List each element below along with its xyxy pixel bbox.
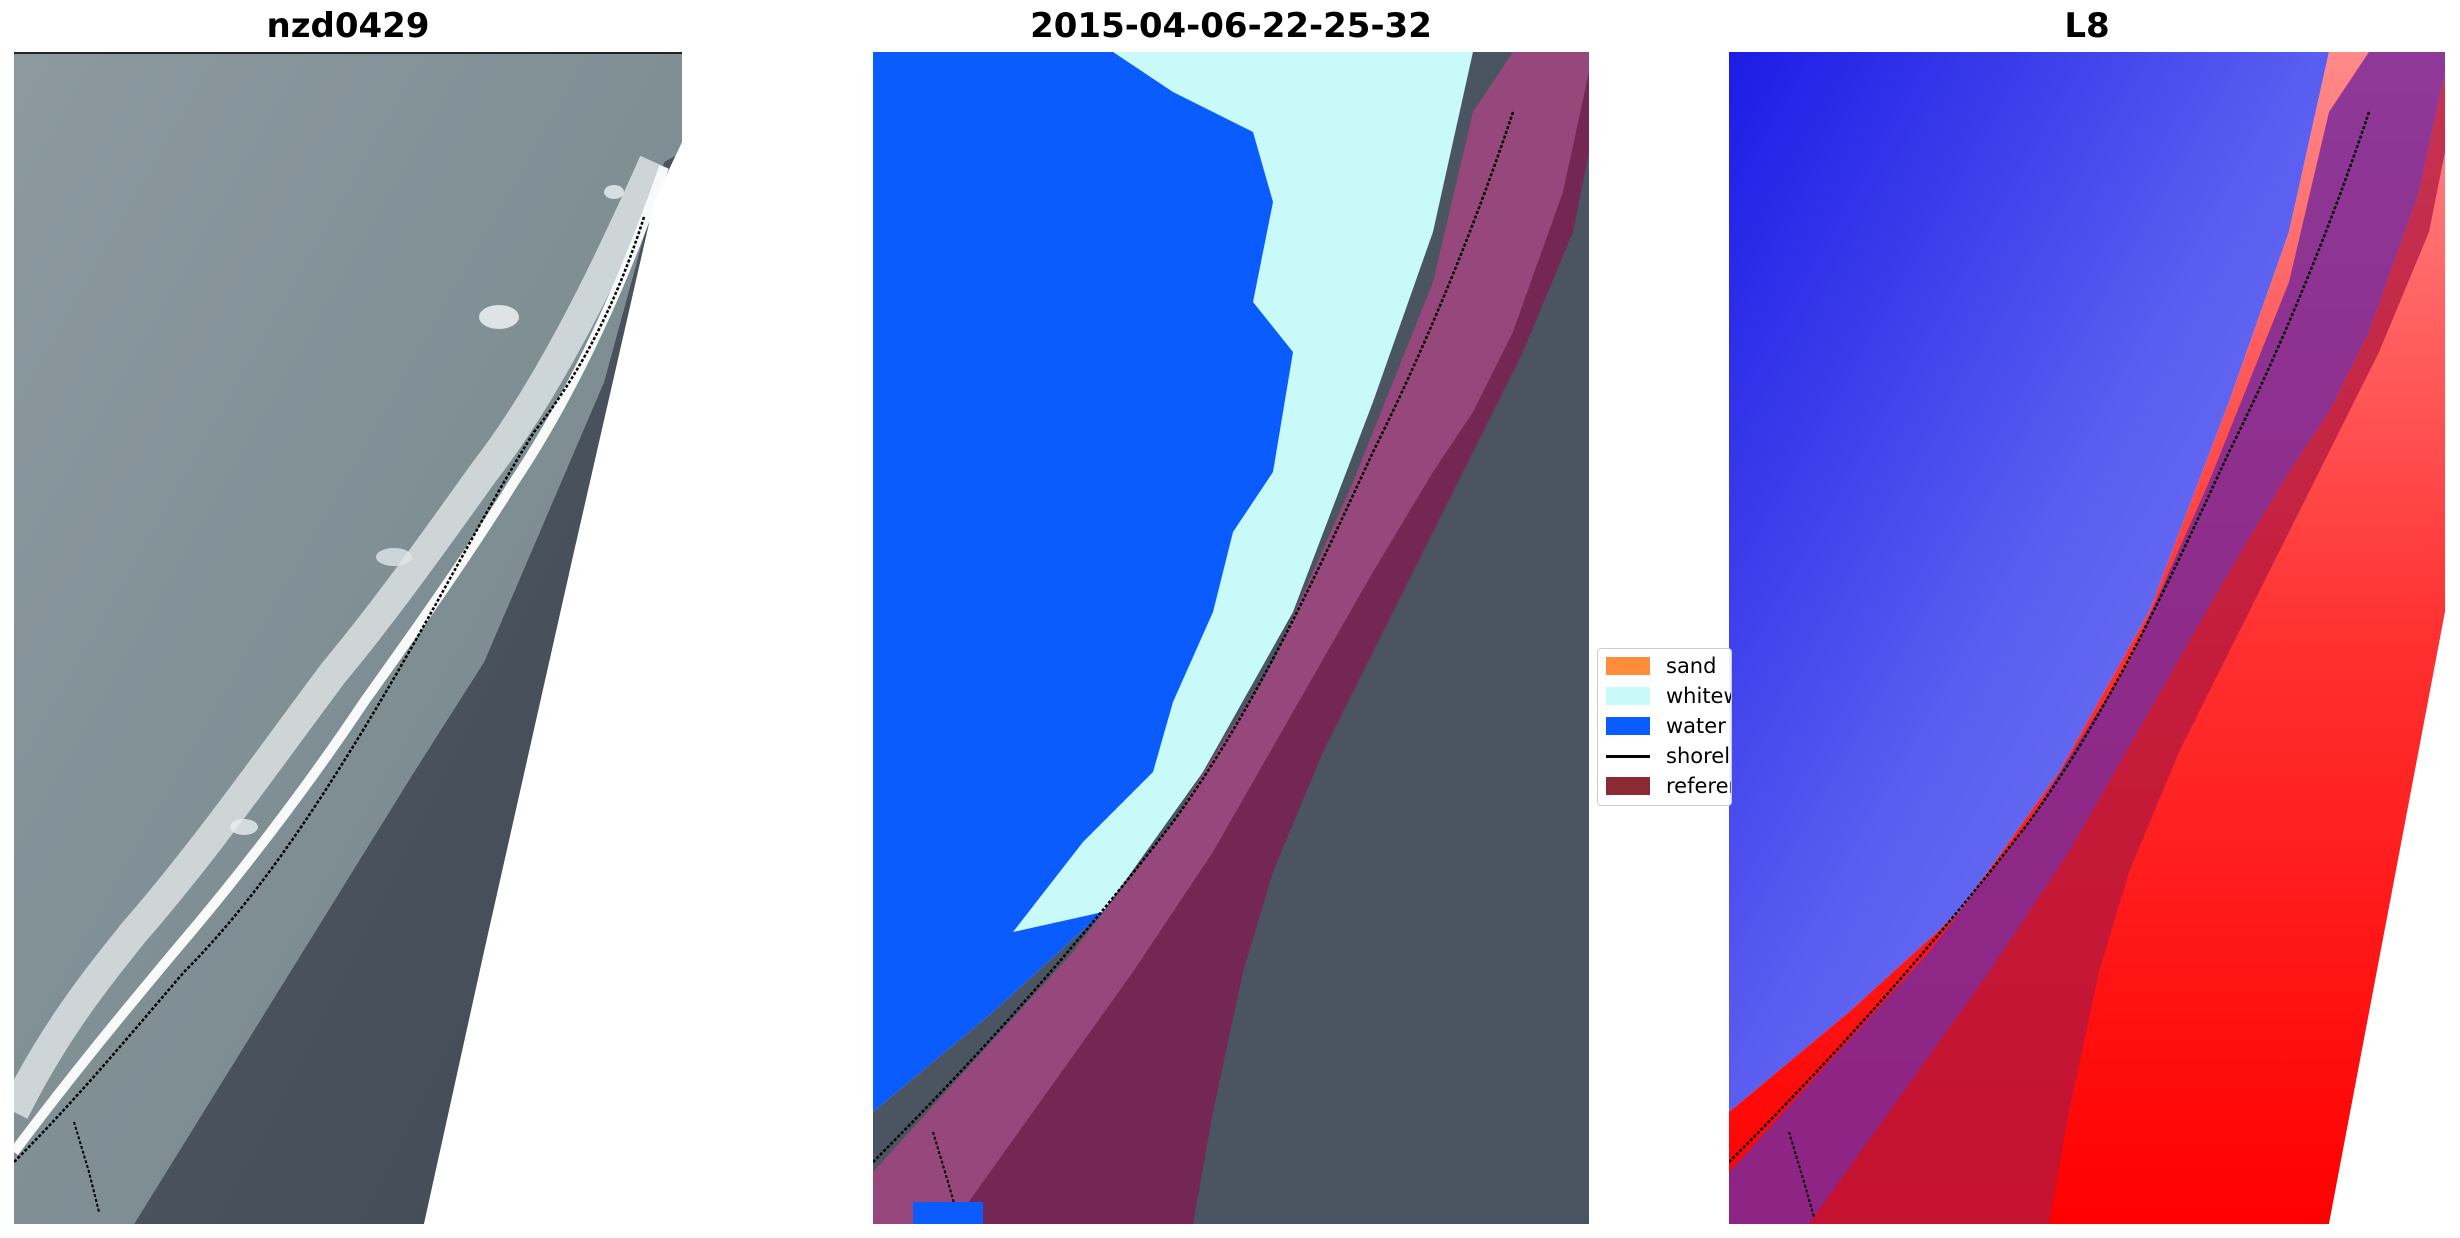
legend-label-water: water — [1666, 714, 1726, 738]
legend-label-reference: reference — [1666, 774, 1731, 798]
panel-title-classification: 2015-04-06-22-25-32 — [1030, 6, 1432, 46]
panel-title-index: L8 — [2064, 6, 2110, 46]
panel-title-rgb: nzd0429 — [266, 6, 430, 46]
legend-item-sand: sand — [1606, 653, 1716, 679]
rgb-image — [14, 52, 682, 1224]
legend-item-reference: reference — [1606, 773, 1731, 799]
classification-panel — [873, 52, 1589, 1224]
legend-line-shoreline — [1606, 754, 1650, 758]
index-image — [1729, 52, 2445, 1224]
legend-label-shoreline: shoreline — [1666, 744, 1731, 768]
legend-swatch-water — [1606, 717, 1650, 735]
index-panel — [1729, 52, 2445, 1224]
classification-image — [873, 52, 1589, 1224]
legend-item-water: water — [1606, 713, 1726, 739]
legend-swatch-reference — [1606, 777, 1650, 795]
legend-swatch-sand — [1606, 657, 1650, 675]
legend-item-shoreline: shoreline — [1606, 743, 1731, 769]
legend-label-sand: sand — [1666, 654, 1717, 678]
legend-swatch-whitewater — [1606, 687, 1650, 705]
rgb-image-panel — [14, 52, 682, 1224]
